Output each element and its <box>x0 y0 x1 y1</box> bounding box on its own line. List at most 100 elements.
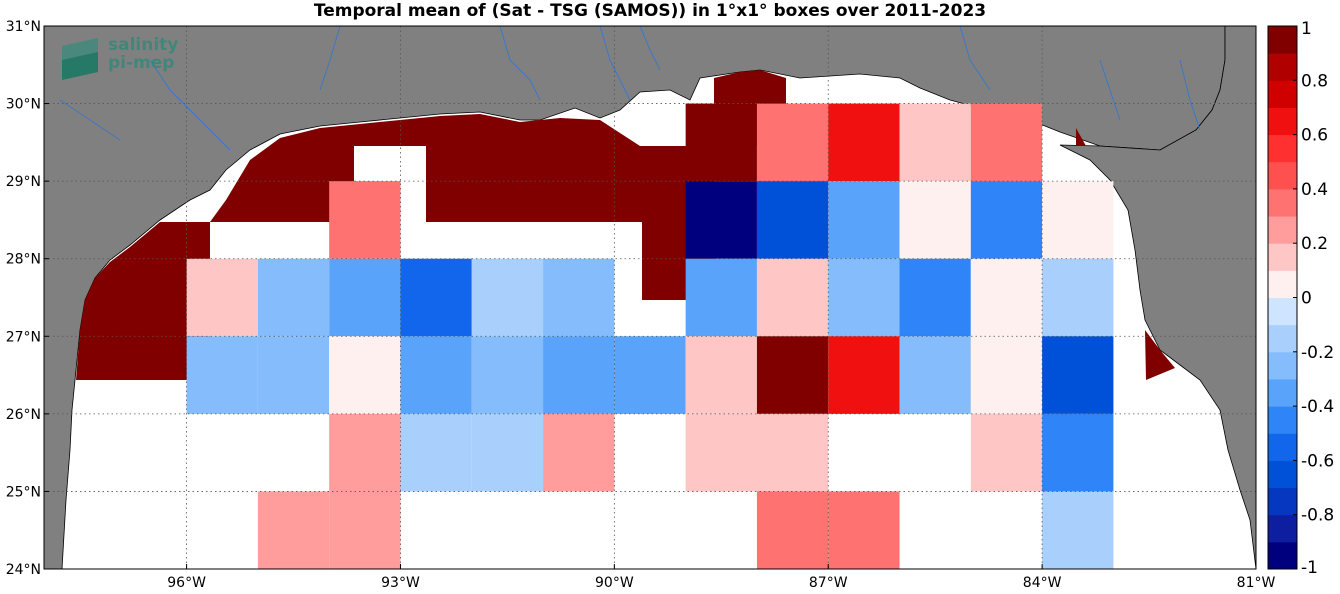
heatmap-cell <box>828 103 900 182</box>
heatmap-cell <box>400 413 472 492</box>
colorbar-segment <box>1268 161 1297 190</box>
colorbar-segment <box>1268 351 1297 380</box>
lon-tick-label: 87°W <box>809 575 848 591</box>
heatmap-cell <box>685 181 757 259</box>
lon-tick-label: 90°W <box>595 575 634 591</box>
lat-tick-label: 30°N <box>6 97 41 113</box>
colorbar-tick-label: -0.6 <box>1301 451 1334 471</box>
lon-tick-label: 93°W <box>381 575 420 591</box>
colorbar-tick-label: -0.4 <box>1301 397 1334 417</box>
rivers <box>59 26 1201 151</box>
coastal-band-east <box>714 70 1175 380</box>
colorbar-segment <box>1268 433 1297 461</box>
colorbar: 1 0.8 0.6 0.4 0.2 0 -0.2 -0.4 -0.6 -0.8 -1 <box>1267 19 1334 578</box>
heatmap-cell <box>899 103 971 182</box>
heatmap-cell <box>970 258 1043 337</box>
heatmap-cell <box>329 181 401 259</box>
colorbar-tick-label: 0 <box>1301 289 1312 309</box>
heatmap-cell <box>685 103 757 182</box>
logo-text-salinity: salinity <box>108 35 179 55</box>
heatmap-cell <box>1042 413 1114 492</box>
colorbar-segment <box>1268 378 1297 407</box>
colorbar-segment <box>1268 188 1297 217</box>
logo-icon <box>62 38 98 80</box>
colorbar-tick-label: 0.6 <box>1301 126 1328 146</box>
heatmap-cell <box>257 491 330 569</box>
heatmap-cell <box>970 413 1043 492</box>
heatmap-cell <box>543 258 615 337</box>
heatmap-cell <box>828 181 900 259</box>
heatmap-cell <box>471 258 544 337</box>
colorbar-segment <box>1268 460 1297 489</box>
colorbar-segment <box>1268 270 1297 298</box>
heatmap-cell <box>1042 336 1114 414</box>
lat-tick-label: 27°N <box>6 329 41 345</box>
heatmap-cell <box>400 336 472 414</box>
colorbar-segment <box>1268 107 1297 136</box>
heatmap-cell <box>970 103 1043 182</box>
colorbar-segment <box>1268 297 1297 326</box>
heatmap-cell <box>471 336 544 414</box>
lat-tick-label: 25°N <box>6 484 41 500</box>
colorbar-segment <box>1268 243 1297 271</box>
map-area <box>44 26 1256 569</box>
colorbar-segment <box>1268 324 1297 353</box>
heatmap-cell <box>899 181 971 259</box>
heatmap-cell <box>257 336 330 414</box>
heatmap-cell <box>899 258 971 337</box>
heatmap-cell <box>614 336 686 414</box>
salinity-pi-mep-logo: salinity pi-mep <box>58 34 188 84</box>
lat-tick-label: 26°N <box>6 407 41 423</box>
colorbar-tick-label: 0.8 <box>1301 71 1328 91</box>
heatmap-cell <box>828 336 900 414</box>
heatmap-cell <box>756 491 829 569</box>
graticule <box>44 26 1256 569</box>
heatmap-cell <box>329 491 401 569</box>
heatmap-cells <box>186 103 1114 569</box>
colorbar-segment <box>1268 541 1297 570</box>
lat-tick-label: 28°N <box>6 252 41 268</box>
heatmap-cell <box>756 336 829 414</box>
heatmap-cell <box>186 258 258 337</box>
heatmap-cell <box>756 103 829 182</box>
lon-tick-label: 96°W <box>167 575 206 591</box>
heatmap-cell <box>400 258 472 337</box>
heatmap-cell <box>970 181 1043 259</box>
heatmap-cell <box>329 336 401 414</box>
heatmap-cell <box>1042 491 1114 569</box>
heatmap-cell <box>257 258 330 337</box>
lon-tick-label: 84°W <box>1023 575 1062 591</box>
logo-text-pimep: pi-mep <box>108 53 175 73</box>
heatmap-cell <box>543 413 615 492</box>
heatmap-cell <box>471 413 544 492</box>
heatmap-cell <box>543 336 615 414</box>
lat-tick-label: 31°N <box>6 19 41 35</box>
heatmap-cell <box>756 413 829 492</box>
colorbar-segment <box>1268 134 1297 163</box>
map-title: Temporal mean of (Sat - TSG (SAMOS)) in … <box>313 1 987 21</box>
heatmap-cell <box>828 491 900 569</box>
heatmap-cell <box>756 258 829 337</box>
colorbar-tick-label: 0.2 <box>1301 234 1328 254</box>
colorbar-segment <box>1268 80 1297 108</box>
colorbar-segment <box>1268 406 1297 434</box>
heatmap-cell <box>685 413 757 492</box>
colorbar-tick-label: 1 <box>1301 19 1312 39</box>
lat-tick-label: 29°N <box>6 174 41 190</box>
map-frame <box>43 25 1257 570</box>
colorbar-segment <box>1268 514 1297 543</box>
lon-tick-label: 81°W <box>1237 575 1276 591</box>
colorbar-tick-label: 0.4 <box>1301 180 1328 200</box>
heatmap-cell <box>756 181 829 259</box>
heatmap-cell <box>1042 258 1114 337</box>
colorbar-tick-label: -0.2 <box>1301 343 1334 363</box>
heatmap-cell <box>1042 181 1114 259</box>
heatmap-cell <box>970 336 1043 414</box>
colorbar-segment <box>1268 53 1297 81</box>
colorbar-tick-label: -1 <box>1301 558 1318 578</box>
colorbar-segment <box>1268 216 1297 244</box>
colorbar-segment <box>1268 487 1297 516</box>
coastal-band <box>76 114 714 380</box>
heatmap-cell <box>685 336 757 414</box>
